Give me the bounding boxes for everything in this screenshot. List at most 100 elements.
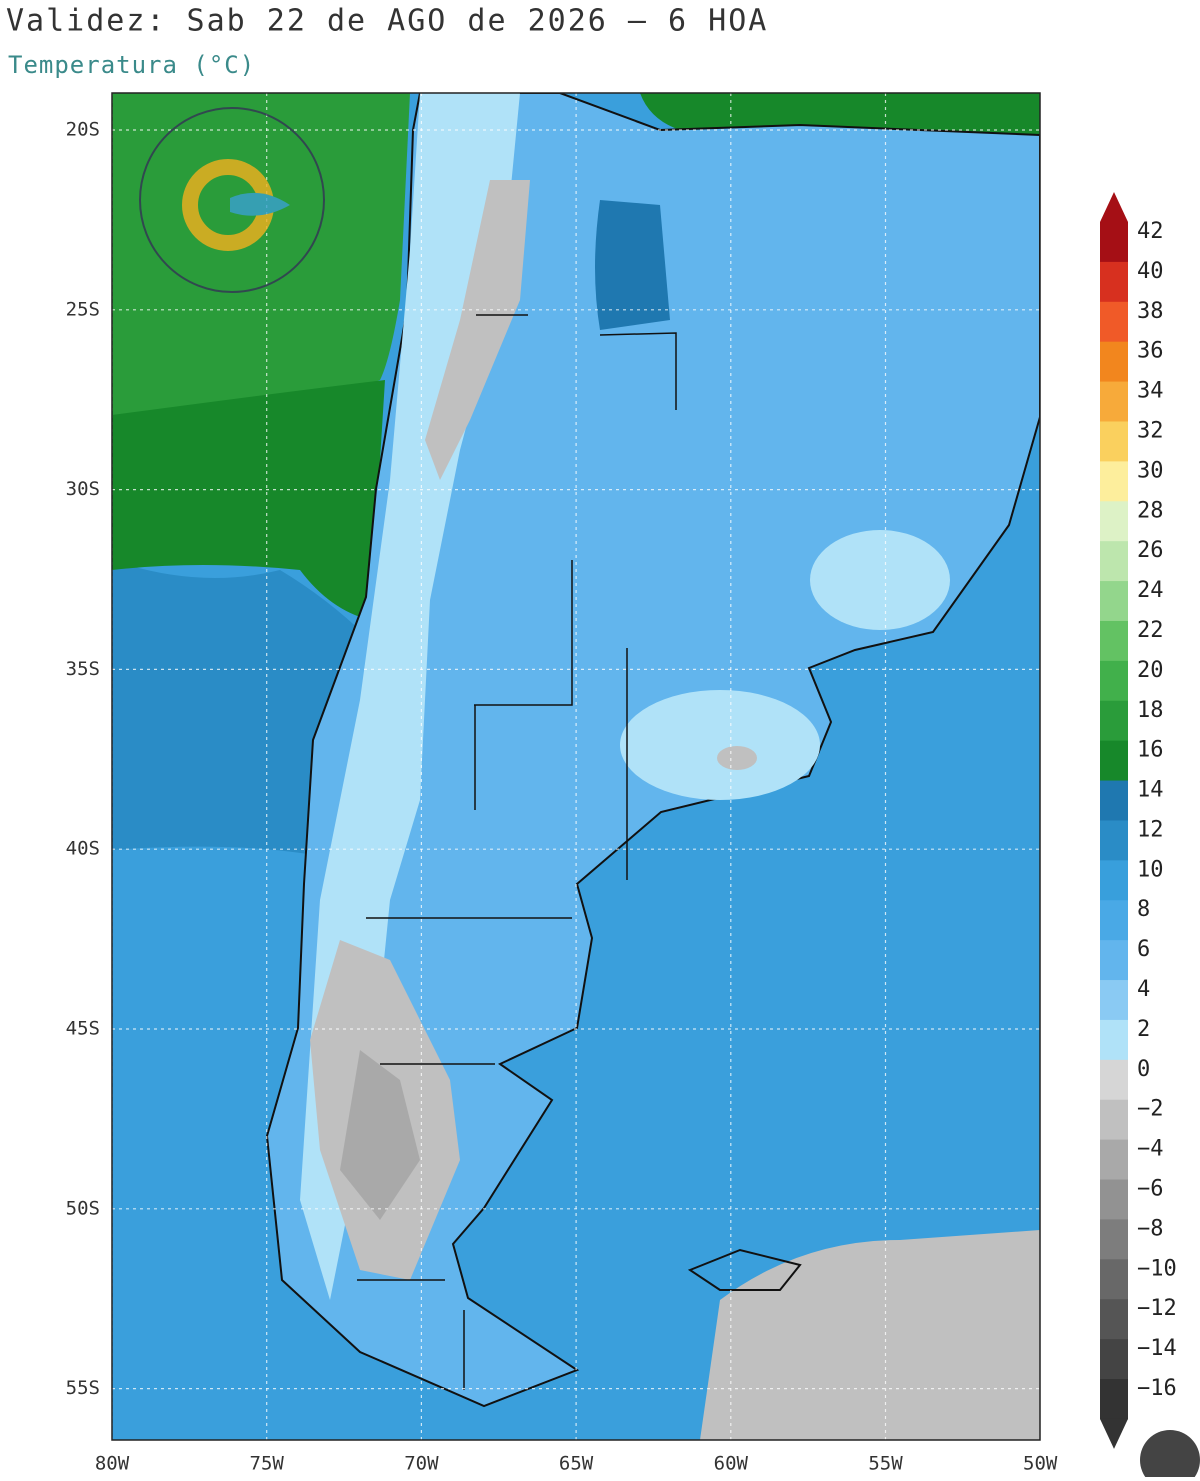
colorbar-label: 32 — [1137, 418, 1164, 443]
subtitle: Temperatura (°C) — [8, 51, 255, 79]
colorbar-swatch — [1100, 461, 1128, 502]
lon-label: 75W — [250, 1453, 285, 1475]
colorbar-swatch — [1100, 700, 1128, 742]
title: Validez: Sab 22 de AGO de 2026 – 6 HOA — [6, 4, 768, 39]
colorbar-swatch — [1100, 501, 1128, 542]
lon-label: 70W — [404, 1453, 439, 1475]
colorbar-label: 12 — [1137, 817, 1164, 842]
corner-icon — [1140, 1430, 1200, 1481]
frame — [111, 92, 1041, 1441]
colorbar-label: 0 — [1137, 1057, 1150, 1082]
lat-label: 45S — [66, 1018, 100, 1040]
colorbar-label: 20 — [1137, 658, 1164, 683]
colorbar-swatch — [1100, 1379, 1128, 1420]
lon-label: 60W — [714, 1453, 749, 1475]
pampa-cold — [717, 746, 757, 770]
colorbar-swatch — [1100, 421, 1128, 462]
colorbar-swatch — [1100, 541, 1128, 582]
logo-ring — [139, 107, 325, 293]
colorbar-top — [1100, 192, 1128, 222]
colorbar-label: −8 — [1137, 1216, 1164, 1241]
colorbar: 424038363432302826242220181614121086420−… — [1100, 192, 1177, 1449]
colorbar-swatch — [1100, 581, 1128, 622]
colorbar-label: 18 — [1137, 698, 1164, 723]
lat-label: 55S — [66, 1377, 100, 1399]
colorbar-label: −6 — [1137, 1177, 1164, 1202]
colorbar-label: 8 — [1137, 897, 1150, 922]
colorbar-swatch — [1100, 341, 1128, 383]
axes: 20S 25S 30S 35S 40S 45S 50S 55S 80W 75W 70W 65W 60W 5… — [66, 119, 1058, 1475]
colorbar-swatch — [1100, 940, 1128, 981]
lon-label: 55W — [868, 1453, 903, 1475]
pampa-cool — [620, 690, 820, 800]
colorbar-bottom — [1100, 1418, 1128, 1449]
colorbar-swatch — [1100, 222, 1128, 263]
lat-label: 20S — [66, 119, 100, 141]
graticule — [112, 93, 1040, 1440]
map — [112, 93, 1040, 1440]
colorbar-label: 24 — [1137, 578, 1164, 603]
logo — [139, 107, 325, 293]
colorbar-label: 36 — [1137, 339, 1164, 364]
colorbar-swatch — [1100, 980, 1128, 1021]
andes-cold — [425, 180, 530, 480]
colorbar-swatch — [1100, 1099, 1128, 1141]
lon-label: 80W — [95, 1453, 130, 1475]
colorbar-label: 22 — [1137, 618, 1164, 643]
colorbar-swatch — [1100, 1059, 1128, 1101]
borders — [357, 314, 677, 1390]
colorbar-swatch — [1100, 1219, 1128, 1260]
colorbar-label: −12 — [1137, 1296, 1177, 1321]
colorbar-label: 42 — [1137, 219, 1164, 244]
islands — [687, 1248, 802, 1291]
colorbar-label: 38 — [1137, 299, 1164, 324]
lat-label: 40S — [66, 838, 100, 860]
colorbar-swatch — [1100, 900, 1128, 941]
colorbar-swatch — [1100, 261, 1128, 303]
lat-label: 30S — [66, 478, 100, 500]
colorbar-swatch — [1100, 620, 1128, 662]
colorbar-label: 34 — [1137, 379, 1164, 404]
colorbar-swatch — [1100, 860, 1128, 901]
colorbar-swatch — [1100, 381, 1128, 422]
colorbar-swatch — [1100, 1019, 1128, 1061]
colorbar-label: −10 — [1137, 1256, 1177, 1281]
colorbar-swatch — [1100, 1339, 1128, 1380]
colorbar-label: 4 — [1137, 977, 1150, 1002]
uruguay-cool — [810, 530, 950, 630]
lon-label: 50W — [1023, 1453, 1058, 1475]
patagonia-colder — [340, 1050, 420, 1220]
lon-label: 65W — [559, 1453, 594, 1475]
colorbar-swatch — [1100, 660, 1128, 702]
colorbar-label: −14 — [1137, 1336, 1177, 1361]
colorbar-label: 6 — [1137, 937, 1150, 962]
colorbar-label: 28 — [1137, 498, 1164, 523]
colorbar-swatch — [1100, 740, 1128, 782]
colorbar-label: −2 — [1137, 1097, 1164, 1122]
colorbar-swatch — [1100, 780, 1128, 821]
north-warm — [640, 93, 1040, 135]
colorbar-label: 30 — [1137, 458, 1164, 483]
colorbar-swatch — [1100, 301, 1128, 343]
colorbar-label: 26 — [1137, 538, 1164, 563]
colorbar-label: 14 — [1137, 778, 1164, 803]
pacific-cool — [112, 560, 370, 860]
colorbar-label: 10 — [1137, 857, 1164, 882]
logo-wave — [230, 192, 290, 216]
lat-label: 35S — [66, 658, 100, 680]
warm-zone — [112, 93, 410, 420]
colorbar-swatch — [1100, 1139, 1128, 1181]
colorbar-label: −4 — [1137, 1137, 1164, 1162]
lat-label: 25S — [66, 298, 100, 320]
lat-label: 50S — [66, 1197, 100, 1219]
colorbar-swatch — [1100, 1179, 1128, 1220]
colorbar-swatch — [1100, 1259, 1128, 1300]
cold-north — [595, 200, 670, 330]
colorbar-label: −16 — [1137, 1376, 1177, 1401]
warm-zone-2 — [112, 380, 385, 620]
colorbar-swatch — [1100, 1299, 1128, 1340]
colorbar-label: 16 — [1137, 738, 1164, 763]
colorbar-swatch — [1100, 820, 1128, 861]
